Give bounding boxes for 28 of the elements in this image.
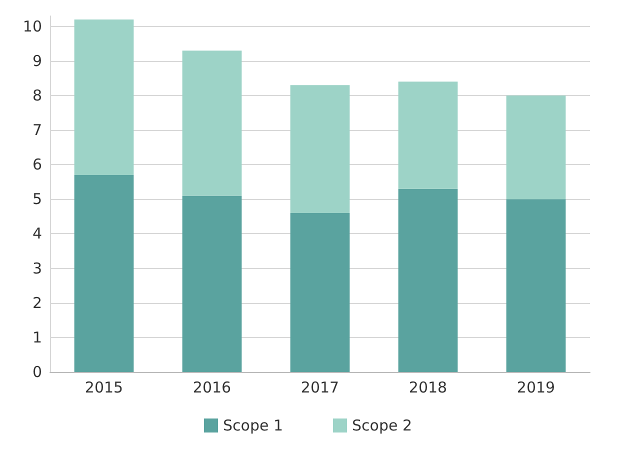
y-tick-label: 5 (32, 190, 42, 208)
y-tick-label: 6 (32, 156, 42, 174)
y-tick-label: 10 (22, 17, 42, 36)
bar (506, 95, 566, 200)
legend-label: Scope 1 (222, 416, 284, 434)
bar (74, 19, 134, 175)
x-tick-label: 2016 (192, 378, 232, 396)
bar (290, 213, 350, 372)
bar (398, 188, 458, 372)
y-tick-label: 1 (32, 328, 42, 346)
x-tick-label: 2019 (516, 378, 556, 396)
y-tick-label: 4 (32, 224, 42, 243)
legend-label: Scope 2 (352, 416, 412, 434)
y-tick-label: 2 (32, 294, 42, 312)
x-tick-label: 2017 (300, 378, 340, 396)
bar (398, 82, 458, 189)
y-tick-label: 7 (32, 121, 42, 140)
bar (182, 50, 242, 196)
bar (74, 174, 134, 372)
y-tick-label: 3 (32, 259, 42, 278)
y-tick-label: 0 (32, 363, 42, 381)
bar (290, 85, 350, 214)
x-tick-label: 2015 (84, 378, 124, 396)
bar (506, 199, 566, 372)
bar (182, 196, 242, 372)
y-tick-label: 8 (32, 86, 42, 104)
x-tick-label: 2018 (408, 378, 448, 396)
y-tick-label: 9 (32, 52, 42, 70)
